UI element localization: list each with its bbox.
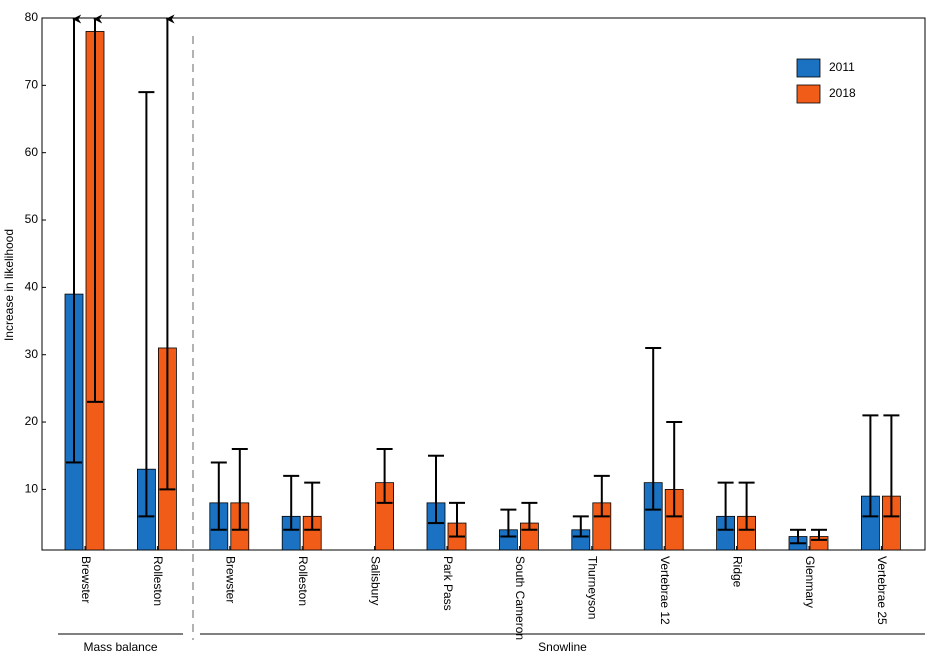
- x-tick-label: Brewster: [224, 556, 238, 603]
- error-bar: [283, 474, 300, 531]
- error-bar: [500, 508, 517, 538]
- error-bar: [376, 447, 393, 504]
- section-label: Snowline: [538, 640, 587, 654]
- y-tick-label: 40: [25, 280, 39, 294]
- error-bar: [811, 528, 827, 541]
- y-tick-label: 10: [25, 482, 39, 496]
- x-tick-label: Salisbury: [368, 556, 382, 605]
- y-tick-label: 80: [25, 10, 39, 24]
- error-bar: [883, 414, 900, 518]
- y-axis-label: Increase in likelihood: [2, 229, 16, 341]
- x-tick-label: Rolleston: [151, 556, 165, 606]
- y-tick-label: 30: [25, 347, 39, 361]
- x-tick-label: Park Pass: [441, 556, 455, 611]
- x-tick-label: South Cameron: [513, 556, 527, 640]
- error-bar: [790, 528, 806, 545]
- x-tick-label: Brewster: [79, 556, 93, 603]
- legend-label: 2011: [829, 60, 855, 74]
- error-bar: [572, 515, 589, 538]
- y-tick-label: 50: [25, 212, 39, 226]
- x-tick-label: Glenmary: [803, 556, 817, 608]
- y-tick-label: 70: [25, 78, 39, 92]
- x-tick-label: Ridge: [730, 556, 744, 588]
- error-bar: [666, 421, 683, 518]
- x-tick-label: Thurneyson: [586, 556, 600, 619]
- y-tick-label: 20: [25, 414, 39, 428]
- x-tick-label: Rolleston: [296, 556, 310, 606]
- legend-swatch: [796, 84, 821, 104]
- error-bar: [862, 414, 879, 518]
- legend-swatch: [796, 58, 821, 78]
- error-bar: [449, 501, 465, 538]
- error-bar: [138, 91, 155, 518]
- error-bar: [645, 346, 662, 511]
- error-bar: [231, 447, 248, 531]
- x-tick-label: Vertebrae 25: [875, 556, 889, 625]
- x-tick-label: Vertebrae 12: [658, 556, 672, 625]
- error-bar: [159, 14, 176, 491]
- error-bar: [521, 501, 538, 531]
- error-bar: [304, 481, 321, 531]
- error-bar: [210, 461, 227, 531]
- section-label: Mass balance: [83, 640, 157, 654]
- error-bar: [593, 474, 610, 518]
- error-bar: [738, 481, 755, 531]
- legend-label: 2018: [829, 86, 856, 100]
- error-bar: [87, 14, 103, 403]
- error-bar: [66, 14, 82, 464]
- error-bar: [717, 481, 734, 531]
- error-bar: [428, 454, 444, 525]
- plot-frame: [41, 17, 926, 551]
- y-tick-label: 60: [25, 145, 39, 159]
